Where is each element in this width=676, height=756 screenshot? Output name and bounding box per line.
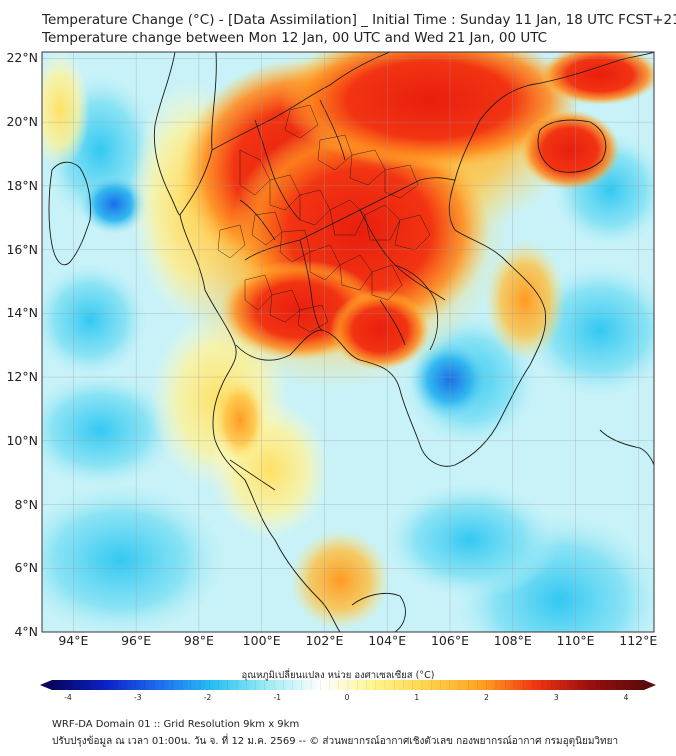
colorbar-gradient bbox=[52, 680, 644, 690]
lon-tick-label: 100°E bbox=[242, 633, 281, 648]
lon-tick-label: 94°E bbox=[58, 633, 89, 648]
lat-tick-label: 12°N bbox=[6, 369, 38, 385]
chart-title-line1: Temperature Change (°C) - [Data Assimila… bbox=[42, 12, 676, 28]
lat-tick-label: 6°N bbox=[14, 560, 38, 576]
lon-tick-label: 98°E bbox=[183, 633, 214, 648]
footer-model-info: WRF-DA Domain 01 :: Grid Resolution 9km … bbox=[52, 719, 300, 730]
gridlines bbox=[42, 52, 654, 632]
lat-tick-label: 4°N bbox=[14, 624, 38, 639]
lon-tick-label: 110°E bbox=[556, 633, 595, 648]
lon-tick-label: 104°E bbox=[368, 633, 407, 648]
map-plot-area bbox=[42, 52, 654, 632]
colorbar-tick-label: -2 bbox=[203, 693, 212, 702]
colorbar-tick-label: -4 bbox=[64, 693, 72, 702]
map-frame bbox=[41, 51, 655, 633]
lon-tick-label: 112°E bbox=[619, 633, 658, 648]
colorbar-tick-label: 4 bbox=[623, 693, 629, 702]
lat-tick-label: 16°N bbox=[6, 241, 38, 257]
colorbar-tick-label: -3 bbox=[134, 693, 142, 702]
lon-tick-label: 96°E bbox=[121, 633, 152, 648]
lon-tick-label: 108°E bbox=[493, 633, 532, 648]
lon-tick-label: 106°E bbox=[430, 633, 469, 648]
colorbar-tick-label: -1 bbox=[273, 693, 281, 702]
lon-tick-label: 102°E bbox=[305, 633, 344, 648]
lat-tick-label: 18°N bbox=[6, 177, 38, 193]
province-borders bbox=[217, 104, 431, 333]
lat-tick-label: 14°N bbox=[6, 305, 38, 321]
coastlines bbox=[48, 52, 654, 632]
colorbar-tick-label: 0 bbox=[344, 693, 350, 702]
colorbar-min-extend bbox=[40, 680, 52, 690]
lat-tick-label: 20°N bbox=[6, 114, 38, 130]
lat-tick-label: 8°N bbox=[14, 496, 38, 512]
lat-tick-label: 10°N bbox=[6, 432, 38, 448]
footer-credit: ปรับปรุงข้อมูล ณ เวลา 01:00น. วัน จ. ที่… bbox=[52, 736, 619, 747]
colorbar-tick-label: 3 bbox=[553, 693, 559, 702]
chart-title-line2: Temperature change between Mon 12 Jan, 0… bbox=[42, 30, 548, 46]
colorbar-tick-label: 1 bbox=[414, 693, 420, 702]
colorbar-label: อุณหภูมิเปลี่ยนแปลง หน่วย องศาเซลเซียส (… bbox=[241, 670, 435, 681]
lat-tick-label: 22°N bbox=[6, 50, 38, 66]
colorbar bbox=[40, 680, 656, 690]
colorbar-max-extend bbox=[644, 680, 656, 690]
colorbar-tick-label: 2 bbox=[484, 693, 489, 702]
